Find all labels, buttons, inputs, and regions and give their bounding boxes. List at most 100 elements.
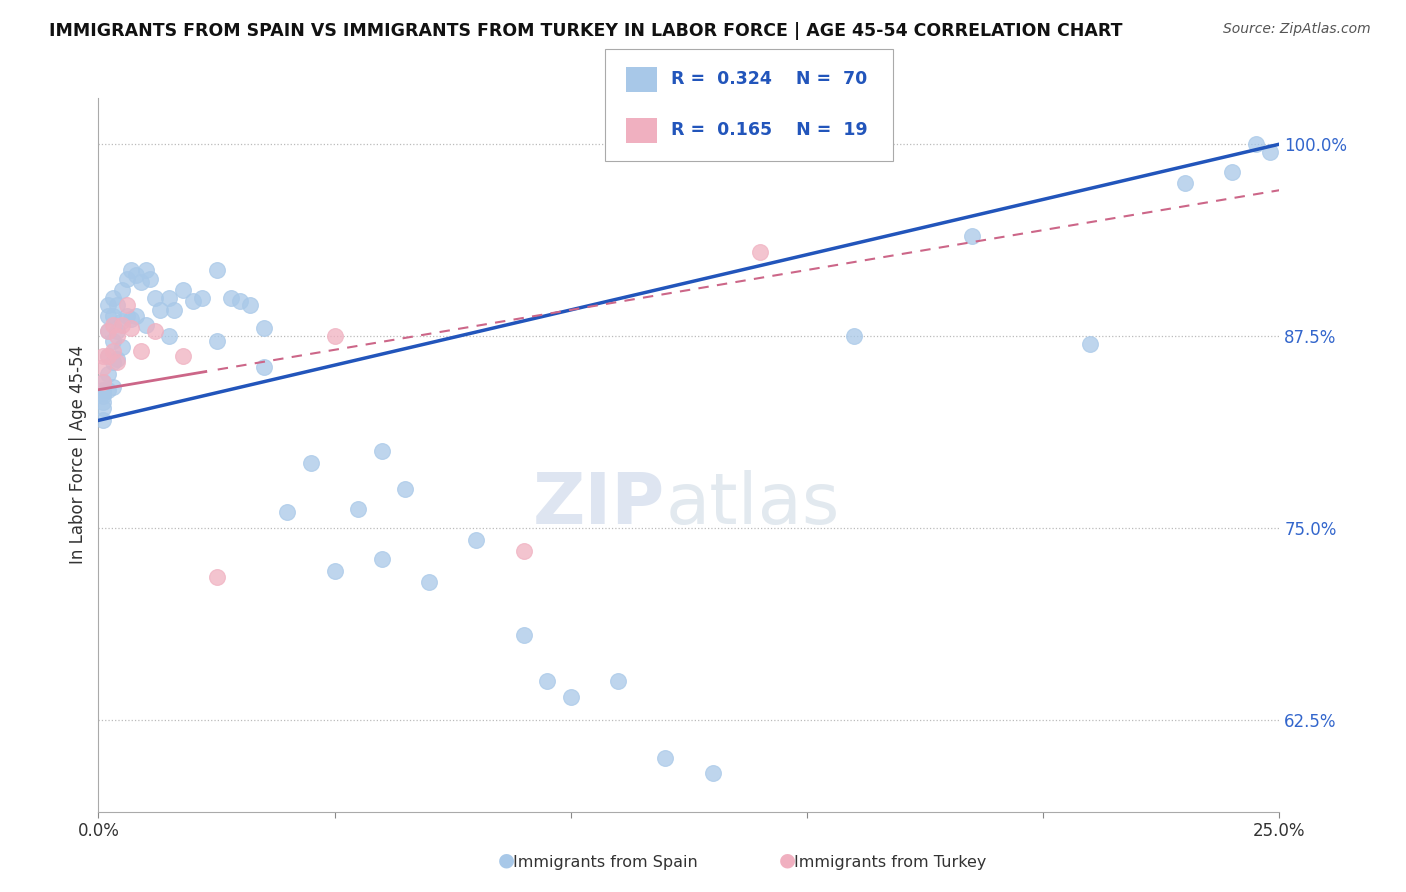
- Text: ●: ●: [498, 851, 515, 870]
- Point: [97, 325, 120, 339]
- Point: [115, 272, 138, 286]
- Point: [536, 674, 558, 689]
- Point: [143, 291, 166, 305]
- Point: [121, 263, 143, 277]
- Point: [172, 283, 194, 297]
- Point: [97, 309, 120, 323]
- Point: [135, 263, 157, 277]
- Text: R =  0.165    N =  19: R = 0.165 N = 19: [671, 121, 868, 139]
- Point: [101, 355, 124, 369]
- Point: [172, 349, 194, 363]
- Point: [115, 309, 138, 323]
- Point: [91, 389, 114, 403]
- Point: [607, 674, 630, 689]
- Text: Immigrants from Turkey: Immigrants from Turkey: [794, 855, 987, 870]
- Point: [229, 293, 252, 308]
- Point: [1258, 145, 1281, 159]
- Point: [844, 329, 866, 343]
- Point: [111, 318, 134, 333]
- Point: [299, 456, 322, 470]
- Point: [191, 291, 214, 305]
- Y-axis label: In Labor Force | Age 45-54: In Labor Force | Age 45-54: [69, 345, 87, 565]
- Point: [91, 383, 114, 397]
- Point: [276, 506, 298, 520]
- Point: [101, 291, 124, 305]
- Point: [962, 229, 984, 244]
- Point: [239, 298, 262, 312]
- Point: [1174, 176, 1197, 190]
- Point: [101, 344, 124, 359]
- Point: [101, 334, 124, 348]
- Point: [91, 385, 114, 400]
- Point: [105, 355, 128, 369]
- Point: [91, 375, 114, 389]
- Point: [111, 283, 134, 297]
- Point: [91, 401, 114, 416]
- Point: [371, 444, 394, 458]
- Point: [111, 340, 134, 354]
- Point: [149, 302, 172, 317]
- Point: [371, 551, 394, 566]
- Point: [1080, 336, 1102, 351]
- Point: [181, 293, 204, 308]
- Point: [560, 690, 582, 704]
- Point: [654, 751, 676, 765]
- Point: [91, 359, 114, 374]
- Point: [121, 321, 143, 335]
- Point: [205, 570, 228, 584]
- Point: [465, 533, 488, 547]
- Point: [205, 263, 228, 277]
- Point: [121, 312, 143, 326]
- Text: R =  0.324    N =  70: R = 0.324 N = 70: [671, 70, 868, 88]
- Point: [129, 344, 152, 359]
- Point: [105, 298, 128, 312]
- Point: [97, 298, 120, 312]
- Point: [91, 349, 114, 363]
- Point: [129, 275, 152, 289]
- Point: [97, 368, 120, 382]
- Text: atlas: atlas: [665, 470, 839, 540]
- Point: [157, 291, 180, 305]
- Point: [125, 309, 148, 323]
- Point: [105, 325, 128, 339]
- Point: [91, 395, 114, 409]
- Point: [219, 291, 242, 305]
- Point: [253, 359, 276, 374]
- Point: [512, 544, 534, 558]
- Point: [323, 329, 346, 343]
- Point: [394, 483, 416, 497]
- Point: [115, 298, 138, 312]
- Point: [748, 244, 770, 259]
- Point: [91, 375, 114, 389]
- Point: [323, 564, 346, 578]
- Point: [91, 413, 114, 427]
- Point: [101, 379, 124, 393]
- Point: [512, 628, 534, 642]
- Text: ●: ●: [779, 851, 796, 870]
- Point: [111, 313, 134, 327]
- Point: [347, 502, 370, 516]
- Text: Source: ZipAtlas.com: Source: ZipAtlas.com: [1223, 22, 1371, 37]
- Point: [163, 302, 186, 317]
- Point: [105, 351, 128, 366]
- Point: [135, 318, 157, 333]
- Text: ZIP: ZIP: [533, 470, 665, 540]
- Point: [97, 383, 120, 397]
- Point: [143, 325, 166, 339]
- Point: [97, 349, 120, 363]
- Point: [101, 309, 124, 323]
- Point: [97, 325, 120, 339]
- Point: [702, 766, 724, 780]
- Point: [1220, 165, 1243, 179]
- Point: [205, 334, 228, 348]
- Point: [1244, 137, 1267, 152]
- Point: [418, 574, 440, 589]
- Text: IMMIGRANTS FROM SPAIN VS IMMIGRANTS FROM TURKEY IN LABOR FORCE | AGE 45-54 CORRE: IMMIGRANTS FROM SPAIN VS IMMIGRANTS FROM…: [49, 22, 1123, 40]
- Point: [253, 321, 276, 335]
- Point: [139, 272, 162, 286]
- Point: [157, 329, 180, 343]
- Text: Immigrants from Spain: Immigrants from Spain: [513, 855, 697, 870]
- Point: [125, 268, 148, 282]
- Point: [101, 318, 124, 333]
- Point: [105, 329, 128, 343]
